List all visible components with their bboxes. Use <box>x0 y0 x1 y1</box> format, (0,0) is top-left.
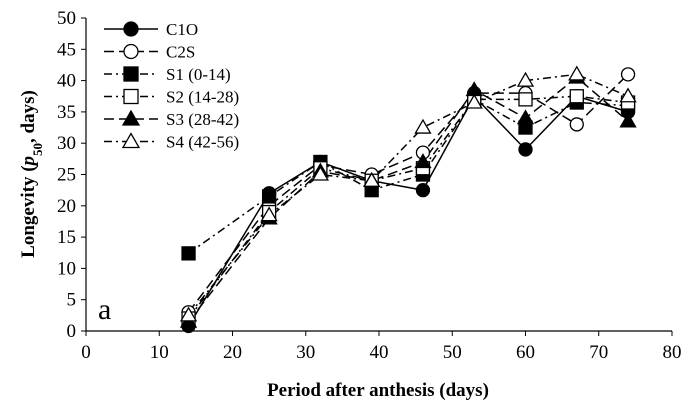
y-tick-label: 20 <box>57 196 76 217</box>
legend-label: S1 (0-14) <box>166 65 231 84</box>
data-point <box>569 89 584 104</box>
legend-item: C2S <box>104 43 195 62</box>
data-point <box>569 117 584 132</box>
series-line <box>187 95 629 319</box>
legend-label: C1O <box>166 20 198 39</box>
x-tick-label: 20 <box>223 342 242 363</box>
data-point <box>261 189 277 204</box>
x-tick-label: 0 <box>81 342 91 363</box>
data-point <box>363 171 381 187</box>
data-point <box>414 153 432 169</box>
x-tick-label: 70 <box>589 342 608 363</box>
x-axis-title: Period after anthesis (days) <box>267 380 489 401</box>
axes: 0 5 10 15 20 25 30 35 40 45 50 0 10 20 30 40 50 60 70 80 <box>57 8 682 363</box>
y-tick-label: 50 <box>57 8 76 29</box>
legend-item: S4 (42-56) <box>104 132 239 152</box>
y-axis-title-part: , days) <box>18 90 39 143</box>
y-tick-label: 0 <box>67 321 77 342</box>
data-point <box>619 87 637 103</box>
y-axis-title-part: Longevity ( <box>18 165 39 257</box>
data-point <box>123 43 139 60</box>
data-point <box>260 206 278 222</box>
data-point <box>414 118 432 134</box>
data-point <box>311 165 330 181</box>
y-axis-title-subscript: 50 <box>30 143 45 156</box>
y-tick-label: 15 <box>57 227 76 248</box>
data-point <box>518 92 533 107</box>
data-point <box>619 112 637 128</box>
series-group <box>179 65 637 334</box>
y-tick-label: 45 <box>57 39 76 60</box>
data-point <box>415 182 431 198</box>
data-point <box>123 66 139 82</box>
data-point <box>123 21 139 37</box>
data-point <box>516 109 535 125</box>
x-tick-label: 60 <box>516 342 535 363</box>
x-tick-label: 40 <box>370 342 389 363</box>
data-point <box>181 246 196 261</box>
y-tick-label: 10 <box>57 258 76 279</box>
data-point <box>516 71 535 87</box>
legend: C1O C2S S1 (0-14) S2 (14-28) S3 (28-42) S4 (4… <box>104 20 239 152</box>
data-point <box>121 109 141 126</box>
data-point <box>568 65 586 81</box>
y-axis-title-italic: p <box>18 156 39 168</box>
series-points <box>179 65 637 334</box>
data-point <box>121 132 141 149</box>
data-point <box>179 306 198 322</box>
legend-label: S3 (28-42) <box>166 110 239 129</box>
y-axis-title: Longevity (p50, days) <box>18 90 45 258</box>
y-tick-label: 40 <box>57 71 76 92</box>
legend-item: S1 (0-14) <box>104 65 231 84</box>
x-tick-label: 80 <box>663 342 682 363</box>
y-tick-label: 25 <box>57 165 76 186</box>
legend-label: C2S <box>166 43 195 62</box>
x-tick-label: 10 <box>150 342 169 363</box>
y-tick-label: 5 <box>67 290 77 311</box>
x-tick-label: 50 <box>443 342 462 363</box>
legend-label: S4 (42-56) <box>166 133 239 152</box>
legend-item: S2 (14-28) <box>104 88 239 107</box>
data-point <box>518 142 533 157</box>
y-tick-label: 35 <box>57 102 76 123</box>
panel-label: a <box>98 293 111 326</box>
legend-item: S3 (28-42) <box>104 109 239 129</box>
series-line <box>187 76 629 323</box>
series-line <box>187 94 629 327</box>
data-point <box>620 67 636 82</box>
series-lines <box>187 73 629 327</box>
legend-label: S2 (14-28) <box>166 88 239 107</box>
data-point <box>465 93 483 109</box>
data-point <box>123 88 139 105</box>
legend-item: C1O <box>104 20 198 39</box>
x-tick-label: 30 <box>296 342 315 363</box>
y-tick-label: 30 <box>57 133 76 154</box>
